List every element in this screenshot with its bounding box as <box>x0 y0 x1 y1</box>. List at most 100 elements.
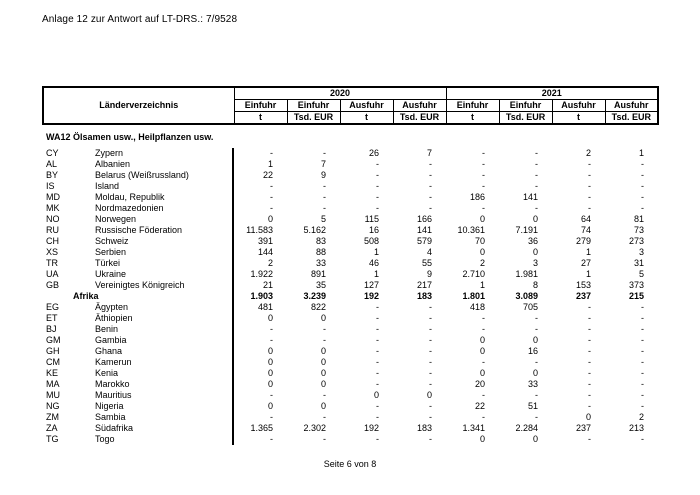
value-cell: - <box>232 181 286 192</box>
value-cell: - <box>232 324 286 335</box>
value-cell: - <box>323 203 326 213</box>
value-cell: 2 <box>479 258 485 268</box>
country-name: Benin <box>95 324 119 334</box>
value-cell: 36 <box>527 236 538 246</box>
value-cell: 7 <box>320 159 326 169</box>
value-cell: 1.903 <box>232 291 286 302</box>
value-cell: - <box>588 401 591 411</box>
page-footer: Seite 6 von 8 <box>323 459 377 469</box>
country-name: Nordmazedonien <box>95 203 164 213</box>
value-cell: - <box>641 181 644 191</box>
value-cell: 1 <box>638 148 644 158</box>
value-cell: - <box>482 203 485 213</box>
value-cell: - <box>641 192 644 202</box>
value-cell: - <box>482 170 485 180</box>
country-code: AL <box>46 159 58 169</box>
country-code: EG <box>46 302 60 312</box>
table-row: RU Russische Föderation 11.583 5.162 16 141 10… <box>42 225 657 236</box>
value-cell: 0 <box>479 346 485 356</box>
country-code: CH <box>46 236 59 246</box>
value-cell: 10.361 <box>457 225 485 235</box>
flow-header-2021-3: Ausfuhr <box>604 99 659 112</box>
value-cell: 26 <box>368 148 379 158</box>
value-cell: - <box>376 346 379 356</box>
value-cell: 0 <box>479 434 485 444</box>
country-code: MU <box>46 390 60 400</box>
table-row: TR Türkei 2 33 46 55 2 3 27 31 <box>42 258 657 269</box>
value-cell: 141 <box>522 192 538 202</box>
table-row: CM Kamerun 0 0 - - - - - - <box>42 357 657 368</box>
value-cell: 8 <box>532 280 538 290</box>
unit-header-2020-2: t <box>339 111 394 125</box>
value-cell: - <box>376 313 379 323</box>
value-cell: - <box>376 159 379 169</box>
country-code: ZM <box>46 412 59 422</box>
value-cell: - <box>429 434 432 444</box>
value-cell: - <box>376 412 379 422</box>
value-cell: 0 <box>479 335 485 345</box>
value-cell: 0 <box>479 214 485 224</box>
flow-header-2020-0: Einfuhr <box>233 99 288 112</box>
country-name: Norwegen <box>95 214 137 224</box>
value-cell: - <box>588 181 591 191</box>
table-row: NO Norwegen 0 5 115 166 0 0 64 81 <box>42 214 657 225</box>
header-row-years: Länderverzeichnis 2020 2021 <box>42 86 659 125</box>
country-code: ZA <box>46 423 58 433</box>
value-cell: 508 <box>363 236 379 246</box>
value-cell: - <box>323 335 326 345</box>
value-cell: - <box>323 412 326 422</box>
value-cell: 9 <box>426 269 432 279</box>
country-code: GH <box>46 346 60 356</box>
value-cell: - <box>588 335 591 345</box>
country-code: ET <box>46 313 58 323</box>
flow-header-2020-1: Einfuhr <box>286 99 341 112</box>
country-name: Gambia <box>95 335 127 345</box>
country-code: MK <box>46 203 60 213</box>
region-name: Afrika <box>73 291 99 301</box>
value-cell: 391 <box>232 236 286 247</box>
value-cell: - <box>588 357 591 367</box>
value-cell: - <box>429 324 432 334</box>
value-cell: - <box>588 434 591 444</box>
country-name: Nigeria <box>95 401 124 411</box>
flow-header-2021-0: Einfuhr <box>445 99 500 112</box>
value-cell: - <box>641 346 644 356</box>
value-cell: 1.981 <box>515 269 538 279</box>
flow-header-2020-3: Ausfuhr <box>392 99 447 112</box>
table-row: BY Belarus (Weißrussland) 22 9 - - - - - - <box>42 170 657 181</box>
country-code: BJ <box>46 324 57 334</box>
value-cell: 153 <box>575 280 591 290</box>
value-cell: - <box>376 302 379 312</box>
value-cell: 0 <box>232 401 286 412</box>
value-cell: 22 <box>474 401 485 411</box>
value-cell: 81 <box>633 214 644 224</box>
value-cell: - <box>429 313 432 323</box>
table-row: NG Nigeria 0 0 - - 22 51 - - <box>42 401 657 412</box>
value-cell: 7 <box>426 148 432 158</box>
value-cell: 5 <box>320 214 326 224</box>
value-cell: 21 <box>232 280 286 291</box>
value-cell: 7.191 <box>515 225 538 235</box>
value-cell: 2.710 <box>462 269 485 279</box>
value-cell: - <box>641 368 644 378</box>
value-cell: 183 <box>416 291 432 301</box>
country-code: GB <box>46 280 60 290</box>
value-cell: 0 <box>232 379 286 390</box>
value-cell: 166 <box>416 214 432 224</box>
country-name: Sambia <box>95 412 126 422</box>
value-cell: - <box>376 368 379 378</box>
value-cell: - <box>429 357 432 367</box>
table-row: CY Zypern - - 26 7 - - 2 1 <box>42 148 657 159</box>
value-cell: - <box>323 324 326 334</box>
value-cell: 115 <box>364 214 379 224</box>
value-cell: 27 <box>580 258 591 268</box>
value-cell: 3 <box>532 258 538 268</box>
value-cell: 0 <box>320 313 326 323</box>
value-cell: 217 <box>416 280 432 290</box>
country-name: Äthiopien <box>95 313 133 323</box>
table-row: MA Marokko 0 0 - - 20 33 - - <box>42 379 657 390</box>
value-cell: 127 <box>363 280 379 290</box>
country-code: IS <box>46 181 55 191</box>
table-row: ZM Sambia - - - - - - 0 2 <box>42 412 657 423</box>
value-cell: - <box>429 181 432 191</box>
